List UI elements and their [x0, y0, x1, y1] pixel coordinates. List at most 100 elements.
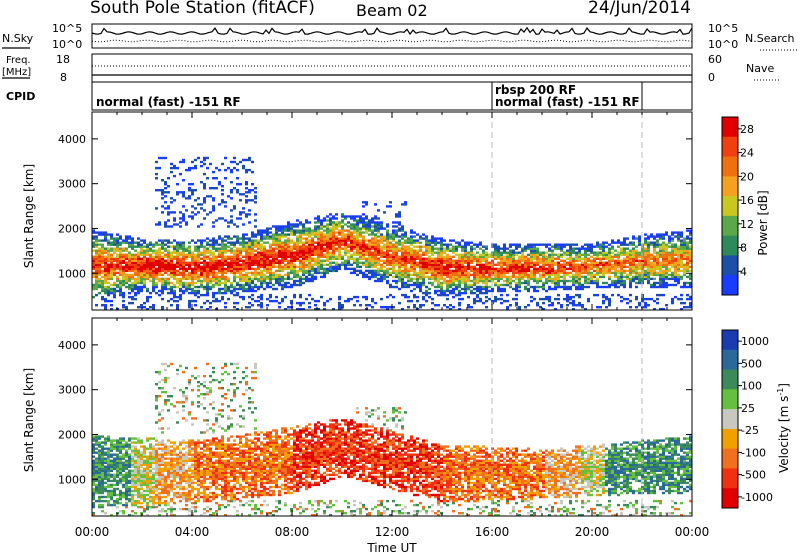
heatmap-cell [350, 245, 353, 248]
heatmap-cell [452, 269, 455, 273]
heatmap-cell [500, 283, 503, 287]
heatmap-cell [521, 259, 524, 262]
heatmap-cell [434, 265, 437, 269]
heatmap-cell [185, 267, 188, 271]
heatmap-cell [419, 255, 422, 258]
heatmap-cell [683, 306, 686, 309]
heatmap-cell [557, 293, 560, 297]
heatmap-cell [653, 271, 656, 275]
heatmap-cell [431, 308, 434, 311]
heatmap-cell [527, 287, 530, 291]
heatmap-cell [119, 285, 122, 289]
heatmap-cell [371, 275, 374, 279]
heatmap-cell [452, 281, 455, 285]
heatmap-cell [440, 271, 443, 275]
heatmap-cell [662, 269, 665, 273]
heatmap-cell [644, 249, 647, 252]
heatmap-cell [212, 207, 215, 210]
heatmap-cell [296, 225, 299, 228]
heatmap-cell [287, 247, 290, 250]
heatmap-cell [482, 271, 485, 275]
heatmap-cell [593, 281, 596, 285]
heatmap-cell [287, 267, 290, 271]
heatmap-cell [539, 243, 542, 246]
heatmap-cell [470, 261, 473, 264]
heatmap-cell [449, 247, 452, 250]
heatmap-cell [278, 253, 281, 256]
heatmap-cell [254, 253, 257, 256]
heatmap-cell [317, 251, 320, 254]
heatmap-cell [590, 271, 593, 275]
heatmap-cell [671, 243, 674, 246]
heatmap-cell [221, 243, 224, 246]
heatmap-cell [440, 261, 443, 264]
heatmap-cell [416, 265, 419, 269]
heatmap-cell [386, 249, 389, 252]
heatmap-cell [275, 251, 278, 254]
heatmap-cell [443, 291, 446, 295]
heatmap-cell [407, 253, 410, 256]
heatmap-cell [221, 295, 224, 299]
heatmap-cell [506, 299, 509, 303]
heatmap-cell [443, 304, 446, 307]
heatmap-cell [299, 277, 302, 281]
heatmap-cell [134, 249, 137, 252]
heatmap-cell [497, 283, 500, 287]
heatmap-cell [233, 241, 236, 244]
heatmap-cell [449, 281, 452, 285]
heatmap-cell [596, 277, 599, 281]
heatmap-cell [617, 275, 620, 279]
heatmap-cell [668, 273, 671, 277]
heatmap-cell [326, 269, 329, 273]
heatmap-cell [170, 297, 173, 301]
heatmap-cell [287, 251, 290, 254]
heatmap-cell [146, 297, 149, 301]
heatmap-cell [323, 275, 326, 279]
heatmap-cell [407, 249, 410, 252]
heatmap-cell [119, 289, 122, 293]
heatmap-cell [671, 251, 674, 254]
heatmap-cell [362, 251, 365, 254]
heatmap-cell [491, 279, 494, 283]
heatmap-cell [503, 251, 506, 254]
heatmap-cell [269, 299, 272, 303]
heatmap-cell [470, 273, 473, 277]
heatmap-cell [566, 267, 569, 271]
heatmap-cell [389, 285, 392, 289]
heatmap-cell [635, 269, 638, 273]
heatmap-cell [131, 273, 134, 277]
heatmap-cell [632, 251, 635, 254]
heatmap-cell [677, 265, 680, 269]
heatmap-cell [107, 289, 110, 293]
heatmap-cell [500, 257, 503, 260]
heatmap-cell [215, 249, 218, 252]
heatmap-cell [203, 249, 206, 252]
heatmap-cell [203, 287, 206, 291]
heatmap-cell [173, 267, 176, 271]
heatmap-cell [146, 299, 149, 303]
heatmap-cell [200, 223, 203, 226]
heatmap-cell [482, 257, 485, 260]
heatmap-cell [104, 306, 107, 309]
heatmap-cell [116, 243, 119, 246]
nave-tick-bottom: 0 [708, 71, 715, 84]
heatmap-cell [155, 263, 158, 266]
heatmap-cell [128, 253, 131, 256]
heatmap-cell [269, 235, 272, 238]
heatmap-cell [248, 247, 251, 250]
heatmap-cell [152, 285, 155, 289]
heatmap-cell [647, 267, 650, 271]
heatmap-cell [671, 237, 674, 240]
heatmap-cell [458, 285, 461, 289]
heatmap-cell [281, 297, 284, 301]
heatmap-cell [254, 267, 257, 271]
heatmap-cell [272, 235, 275, 238]
heatmap-cell [182, 273, 185, 277]
heatmap-cell [506, 308, 509, 311]
heatmap-cell [203, 172, 206, 176]
heatmap-cell [317, 241, 320, 244]
heatmap-cell [455, 271, 458, 275]
heatmap-cell [419, 241, 422, 244]
heatmap-cell [236, 162, 239, 166]
heatmap-cell [338, 301, 341, 305]
